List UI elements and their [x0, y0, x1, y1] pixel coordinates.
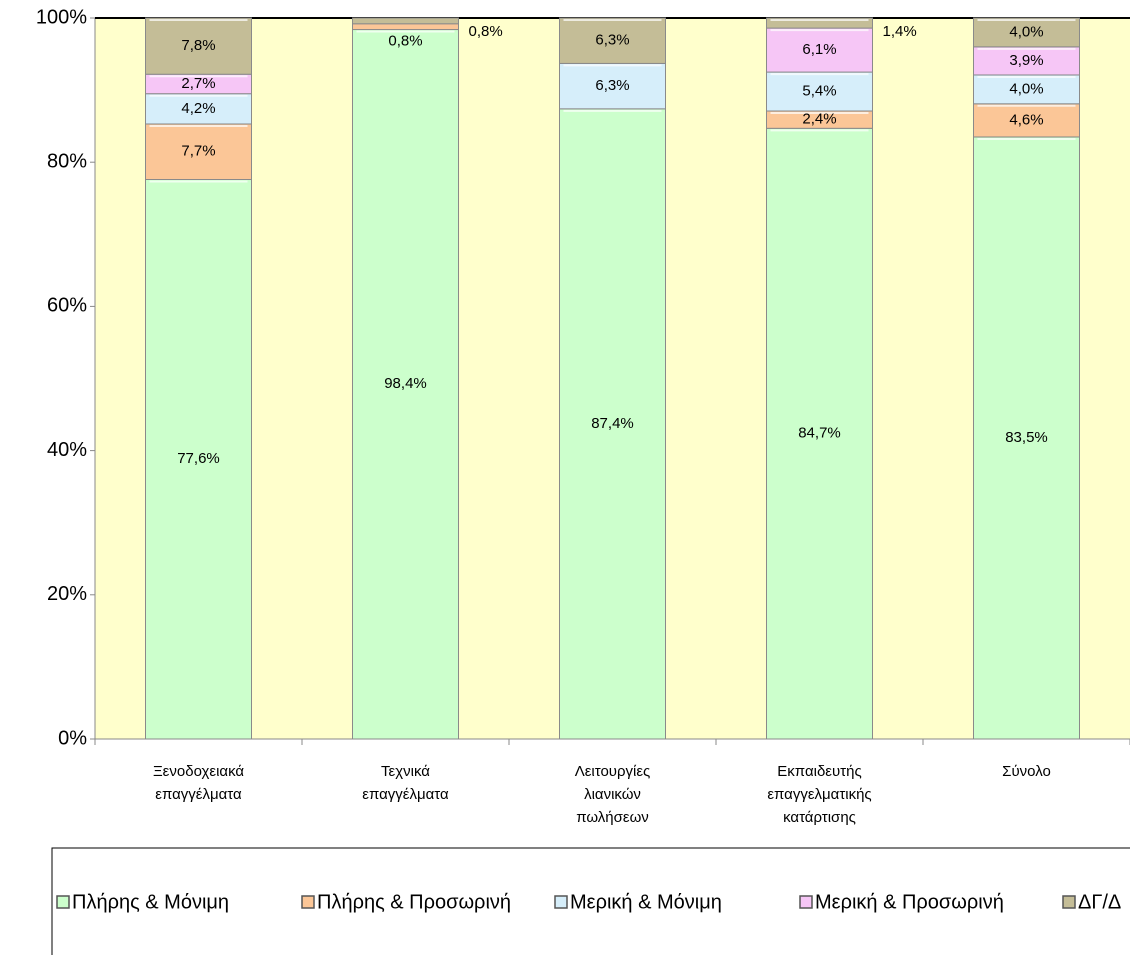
- data-label: 3,9%: [1009, 52, 1043, 69]
- y-tick-label: 0%: [58, 727, 87, 749]
- legend-swatch: [1062, 895, 1076, 909]
- data-label: 2,4%: [802, 111, 836, 128]
- bar-segment: [559, 108, 666, 740]
- legend-swatch: [56, 895, 70, 909]
- legend-label: Πλήρης & Προσωρινή: [317, 891, 511, 913]
- data-label: 0,8%: [388, 33, 422, 50]
- data-label: 7,8%: [181, 37, 215, 54]
- legend-label: ΔΓ/Δ: [1078, 891, 1121, 913]
- legend-label: Μερική & Μόνιμη: [570, 891, 722, 913]
- data-label: 4,2%: [181, 100, 215, 117]
- data-label: 5,4%: [802, 83, 836, 100]
- x-tick-label: επαγγέλματα: [155, 786, 242, 803]
- x-tick-label: επαγγελματικής: [767, 786, 871, 803]
- data-label: 4,0%: [1009, 80, 1043, 97]
- bar-segment: [352, 23, 459, 31]
- legend-label: Μερική & Προσωρινή: [815, 891, 1004, 913]
- y-tick-label: 80%: [47, 150, 87, 172]
- y-tick-label: 100%: [36, 6, 87, 28]
- x-tick-label: πωλήσεων: [576, 809, 649, 826]
- legend-swatch: [301, 895, 315, 909]
- data-label: 6,3%: [595, 32, 629, 49]
- data-label: 87,4%: [591, 415, 634, 432]
- bar-segment: [145, 123, 252, 181]
- data-label: 6,1%: [802, 41, 836, 58]
- legend-box: [51, 847, 1130, 955]
- data-label: 1,4%: [883, 23, 917, 40]
- data-label: 0,8%: [469, 23, 503, 40]
- bar-segment: [766, 127, 873, 740]
- bar-segment: [559, 62, 666, 110]
- bar-segment: [973, 17, 1080, 48]
- data-label: 77,6%: [177, 450, 220, 467]
- bar-segment: [973, 136, 1080, 740]
- legend-swatch: [554, 895, 568, 909]
- bar-segment: [352, 17, 459, 25]
- bar-segment: [766, 27, 873, 73]
- x-tick-label: λιανικών: [584, 786, 641, 803]
- y-tick-label: 40%: [47, 439, 87, 461]
- x-tick-label: επαγγέλματα: [362, 786, 449, 803]
- x-tick-label: Εκπαιδευτής: [777, 763, 861, 780]
- x-tick-label: Τεχνικά: [381, 763, 430, 780]
- x-tick-label: Ξενοδοχειακά: [153, 763, 244, 780]
- data-label: 4,6%: [1009, 111, 1043, 128]
- bar-segment: [766, 71, 873, 112]
- bar-segment: [145, 17, 252, 75]
- bar-segment: [766, 17, 873, 29]
- x-tick-label: Σύνολο: [1002, 763, 1051, 780]
- legend-label: Πλήρης & Μόνιμη: [72, 891, 229, 913]
- data-label: 98,4%: [384, 375, 427, 392]
- data-label: 7,7%: [181, 143, 215, 160]
- data-label: 83,5%: [1005, 429, 1048, 446]
- bar-segment: [559, 17, 666, 64]
- y-tick-label: 60%: [47, 295, 87, 317]
- data-label: 4,0%: [1009, 23, 1043, 40]
- y-tick-label: 20%: [47, 583, 87, 605]
- bar-segment: [352, 29, 459, 740]
- x-tick-label: κατάρτισης: [783, 809, 856, 826]
- bar-segment: [973, 103, 1080, 138]
- data-label: 6,3%: [595, 77, 629, 94]
- data-label: 2,7%: [181, 75, 215, 92]
- legend-swatch: [799, 895, 813, 909]
- x-tick-label: Λειτουργίες: [575, 763, 651, 780]
- data-label: 84,7%: [798, 425, 841, 442]
- bar-segment: [973, 46, 1080, 76]
- bar-segment: [145, 93, 252, 125]
